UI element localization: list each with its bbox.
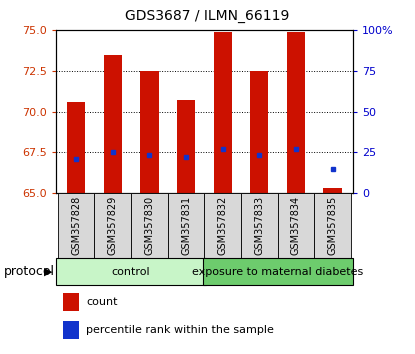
- Bar: [287, 32, 305, 193]
- Bar: [63, 293, 79, 312]
- Text: GSM357832: GSM357832: [218, 196, 228, 255]
- Bar: [140, 71, 159, 193]
- Text: GSM357831: GSM357831: [181, 196, 191, 255]
- Text: GSM357833: GSM357833: [254, 196, 264, 255]
- Text: GSM357835: GSM357835: [327, 196, 337, 255]
- Bar: [131, 193, 168, 258]
- Text: ▶: ▶: [44, 267, 52, 277]
- Bar: [203, 258, 353, 285]
- Bar: [177, 100, 195, 193]
- Bar: [67, 102, 85, 193]
- Bar: [58, 193, 95, 258]
- Bar: [323, 188, 342, 193]
- Text: exposure to maternal diabetes: exposure to maternal diabetes: [192, 267, 363, 277]
- Bar: [56, 258, 206, 285]
- Text: GDS3687 / ILMN_66119: GDS3687 / ILMN_66119: [125, 9, 290, 23]
- Bar: [214, 32, 232, 193]
- Bar: [314, 193, 351, 258]
- Text: percentile rank within the sample: percentile rank within the sample: [86, 325, 274, 335]
- Text: control: control: [112, 267, 150, 277]
- Bar: [63, 321, 79, 339]
- Bar: [104, 55, 122, 193]
- Bar: [241, 193, 278, 258]
- Text: GSM357830: GSM357830: [144, 196, 154, 255]
- Bar: [168, 193, 205, 258]
- Text: count: count: [86, 297, 118, 307]
- Bar: [205, 193, 241, 258]
- Text: GSM357834: GSM357834: [291, 196, 301, 255]
- Bar: [278, 193, 314, 258]
- Text: GSM357829: GSM357829: [108, 196, 118, 255]
- Text: GSM357828: GSM357828: [71, 196, 81, 255]
- Bar: [95, 193, 131, 258]
- Bar: [250, 71, 269, 193]
- Text: protocol: protocol: [4, 266, 55, 278]
